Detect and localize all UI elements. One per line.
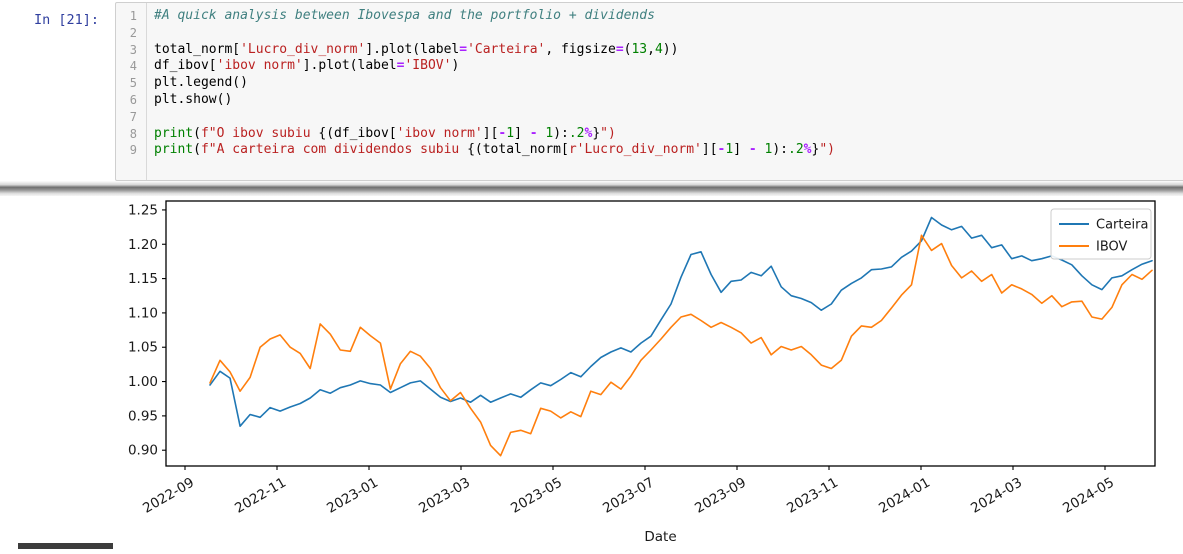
legend-label: IBOV — [1096, 240, 1128, 255]
next-cell-edge — [18, 543, 113, 549]
line-number: 6 — [129, 92, 137, 107]
code-line — [148, 109, 1183, 126]
line-number: 1 — [129, 9, 137, 23]
y-tick-label: 1.25 — [128, 202, 158, 218]
line-number: 3 — [129, 42, 137, 57]
line-number: 4 — [129, 59, 137, 74]
y-tick-label: 1.15 — [128, 271, 158, 287]
output-area: 1.25 1.20 1.15 1.10 1.05 1.00 0.95 0.90 2022-09 2… — [0, 196, 1183, 549]
code-line: plt.show() — [154, 91, 233, 107]
x-tick-label: 2023-03 — [416, 475, 473, 517]
x-tick-label: 2023-11 — [784, 475, 841, 517]
x-tick-label: 2023-07 — [600, 475, 657, 517]
x-tick-label: 2024-03 — [968, 475, 1025, 517]
x-tick-label: 2024-01 — [876, 475, 933, 517]
x-tick-label: 2023-05 — [508, 475, 565, 517]
plot-frame — [165, 200, 1156, 467]
series-line-ibov — [209, 234, 1153, 457]
line-number: 7 — [129, 109, 137, 124]
line-number: 2 — [129, 25, 137, 40]
figure-svg: 1.25 1.20 1.15 1.10 1.05 1.00 0.95 0.90 2022-09 2… — [128, 200, 1156, 545]
code-line: df_ibov['ibov norm'].plot(label='IBOV') — [154, 58, 460, 74]
x-tick-label: 2023-01 — [324, 475, 381, 517]
series-line-carteira — [209, 216, 1153, 427]
y-tick-label: 1.00 — [128, 374, 158, 390]
x-tick-label: 2022-09 — [140, 475, 197, 517]
line-number: 9 — [129, 143, 137, 158]
code-lines: #A quick analysis between Ibovespa and t… — [148, 8, 1183, 159]
cell-output-divider — [0, 181, 1183, 196]
code-line: #A quick analysis between Ibovespa and t… — [154, 8, 655, 23]
y-tick-label: 0.95 — [128, 408, 158, 424]
code-line: plt.legend() — [154, 75, 248, 91]
x-tick-label: 2022-11 — [232, 475, 289, 517]
y-tick-label: 0.90 — [128, 443, 158, 459]
legend-label: Carteira — [1096, 218, 1148, 233]
y-tick-label: 1.20 — [128, 237, 158, 253]
x-axis-title: Date — [644, 529, 676, 545]
input-prompt: In [21]: — [33, 12, 99, 28]
y-tick-label: 1.10 — [128, 305, 158, 321]
x-tick-label: 2024-05 — [1060, 475, 1117, 517]
code-line: total_norm['Lucro_div_norm'].plot(label=… — [154, 41, 679, 57]
code-line: print(f"O ibov subiu {(df_ibov['ibov nor… — [154, 125, 616, 141]
code-line: print(f"A carteira com dividendos subiu … — [154, 142, 835, 158]
line-number: 8 — [129, 126, 137, 141]
x-tick-label: 2023-09 — [692, 475, 749, 517]
line-number: 5 — [129, 76, 137, 91]
code-line — [148, 25, 1183, 42]
y-tick-label: 1.05 — [128, 340, 158, 356]
